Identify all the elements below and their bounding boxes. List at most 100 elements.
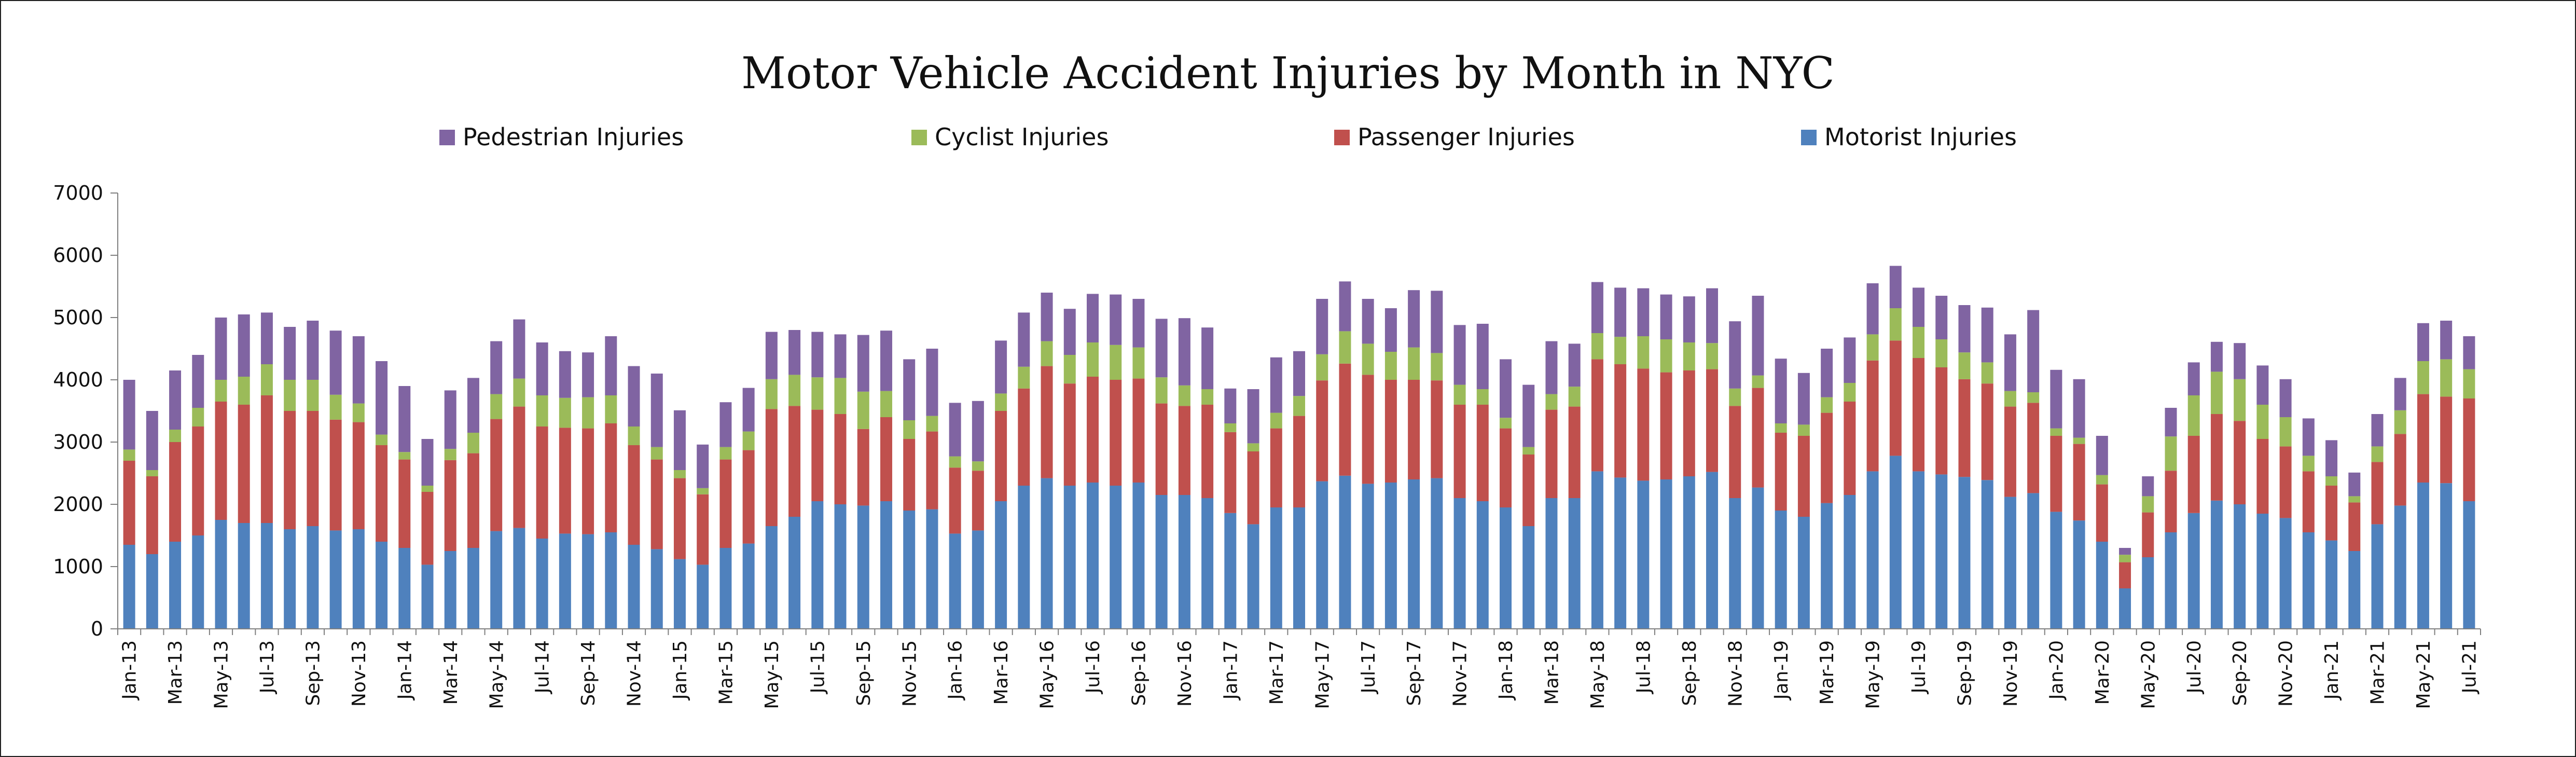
bar-passenger-injuries [1201, 405, 1214, 498]
bar-passenger-injuries [192, 426, 204, 535]
y-tick-label: 1000 [53, 555, 103, 578]
bar-motorist-injuries [2371, 524, 2384, 629]
bar-motorist-injuries [697, 565, 709, 629]
bar-passenger-injuries [788, 406, 801, 517]
bar-cyclist-injuries [490, 394, 503, 419]
bar-passenger-injuries [1797, 436, 1810, 517]
bar-cyclist-injuries [1752, 375, 1764, 388]
bar-passenger-injuries [1637, 368, 1650, 481]
bar-pedestrian-injuries [1110, 294, 1122, 345]
bar-stack-Oct-19 [1981, 307, 1993, 629]
x-tick-label: Jul-19 [1908, 640, 1930, 694]
bar-motorist-injuries [1453, 498, 1466, 629]
bar-stack-Mar-14 [444, 390, 456, 629]
x-tick-label: Nov-15 [899, 640, 920, 707]
bar-cyclist-injuries [1270, 412, 1282, 429]
bar-motorist-injuries [628, 545, 640, 629]
bar-motorist-injuries [1866, 471, 1879, 629]
bar-stack-Mar-16 [995, 340, 1007, 629]
bar-stack-Aug-20 [2210, 341, 2223, 629]
bar-pedestrian-injuries [2417, 323, 2429, 361]
x-tick-label: Mar-14 [440, 640, 462, 705]
bar-stack-Jul-15 [811, 332, 824, 629]
bar-stack-Aug-18 [1660, 294, 1672, 629]
x-tick-label: Sep-19 [1955, 640, 1976, 706]
bar-passenger-injuries [628, 445, 640, 545]
bar-motorist-injuries [1086, 483, 1099, 629]
bar-stack-Jun-13 [238, 314, 250, 629]
x-tick-label: Jul-14 [532, 640, 553, 694]
bar-cyclist-injuries [995, 393, 1007, 411]
chart-title: Motor Vehicle Accident Injuries by Month… [741, 48, 1835, 99]
bar-stack-Oct-15 [880, 331, 892, 629]
bar-stack-Apr-21 [2394, 378, 2406, 629]
bar-cyclist-injuries [1844, 383, 1856, 402]
legend-item-cyclist-injuries: Cyclist Injuries [911, 123, 1109, 151]
bar-cyclist-injuries [788, 375, 801, 406]
bar-motorist-injuries [1706, 472, 1719, 629]
bar-motorist-injuries [2119, 588, 2131, 629]
bar-passenger-injuries [467, 453, 479, 548]
bar-pedestrian-injuries [1453, 325, 1466, 385]
bar-motorist-injuries [2302, 532, 2315, 629]
bar-pedestrian-injuries [2279, 379, 2292, 417]
bar-motorist-injuries [123, 545, 135, 629]
bar-motorist-injuries [880, 501, 892, 629]
bar-stack-Mar-18 [1545, 341, 1558, 629]
bar-pedestrian-injuries [1247, 389, 1259, 444]
bar-motorist-injuries [490, 531, 503, 629]
x-tick-label: May-16 [1037, 640, 1058, 709]
bar-cyclist-injuries [1889, 308, 1902, 341]
bar-stack-Sep-20 [2234, 343, 2246, 629]
bar-cyclist-injuries [559, 397, 571, 428]
bar-stack-Dec-17 [1476, 324, 1489, 629]
bar-motorist-injuries [765, 526, 778, 629]
bar-passenger-injuries [2210, 414, 2223, 501]
bar-motorist-injuries [2050, 512, 2062, 629]
bar-stack-Jun-16 [1063, 309, 1076, 629]
bar-cyclist-injuries [215, 380, 227, 402]
bar-motorist-injuries [260, 523, 273, 629]
bar-cyclist-injuries [1132, 347, 1145, 379]
bar-motorist-injuries [1110, 486, 1122, 629]
bar-cyclist-injuries [697, 488, 709, 494]
bar-motorist-injuries [1660, 479, 1672, 629]
chart-legend: Pedestrian Injuries Cyclist Injuries Passe… [439, 123, 2017, 151]
bar-pedestrian-injuries [1293, 351, 1305, 396]
bar-stack-Jun-17 [1339, 281, 1351, 629]
y-tick-label: 2000 [53, 493, 103, 516]
bar-passenger-injuries [1132, 378, 1145, 483]
bar-stack-May-13 [215, 318, 227, 629]
bar-stack-Apr-16 [1018, 312, 1030, 629]
bar-pedestrian-injuries [1591, 282, 1603, 333]
bar-stack-Jan-21 [2325, 440, 2338, 629]
bar-pedestrian-injuries [2256, 365, 2269, 405]
x-tick-label: Sep-17 [1404, 640, 1425, 706]
bar-motorist-injuries [1201, 498, 1214, 629]
bar-motorist-injuries [788, 517, 801, 629]
bar-passenger-injuries [307, 411, 319, 526]
bar-cyclist-injuries [949, 456, 961, 468]
bar-cyclist-injuries [2279, 417, 2292, 447]
y-tick-label: 0 [91, 617, 103, 640]
legend-item-passenger-injuries: Passenger Injuries [1334, 123, 1575, 151]
bar-stack-Mar-17 [1270, 357, 1282, 629]
bar-stack-Jan-15 [673, 410, 686, 629]
bar-motorist-injuries [995, 501, 1007, 629]
bar-passenger-injuries [765, 409, 778, 526]
bar-passenger-injuries [284, 411, 296, 529]
bar-passenger-injuries [1453, 405, 1466, 498]
bar-pedestrian-injuries [192, 355, 204, 408]
bar-passenger-injuries [1476, 405, 1489, 501]
bar-pedestrian-injuries [329, 331, 342, 395]
bar-stack-May-14 [490, 341, 503, 629]
bar-stack-Jan-17 [1224, 388, 1237, 629]
bar-passenger-injuries [1522, 455, 1535, 526]
x-tick-label: Nov-17 [1450, 640, 1471, 707]
x-tick-label: Jan-14 [394, 640, 416, 700]
bar-pedestrian-injuries [2050, 369, 2062, 429]
bar-motorist-injuries [1958, 477, 1971, 629]
bar-motorist-injuries [2096, 542, 2108, 629]
bar-pedestrian-injuries [421, 439, 434, 486]
x-tick-label: Sep-15 [853, 640, 875, 706]
